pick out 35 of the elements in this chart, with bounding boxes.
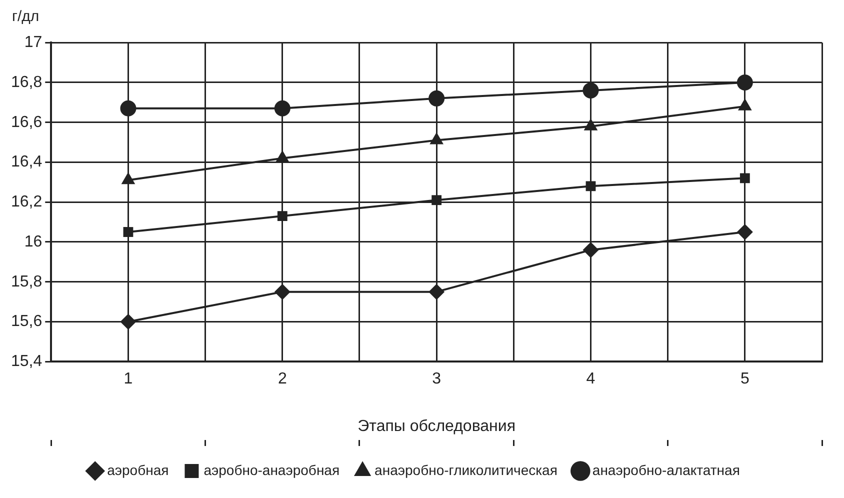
y-tick-label: 16,4 [11,154,42,171]
legend-label: анаэробно-алактатная [592,462,740,478]
y-tick-label: 16,8 [11,74,42,91]
y-tick-label: 16,2 [11,194,42,211]
point [740,173,750,184]
point [428,90,445,106]
x-tick-label: 4 [586,370,596,388]
x-tick-label: 2 [278,370,287,388]
point [120,314,136,330]
point [432,195,442,206]
point [274,284,290,300]
y-axis-title: г/дл [11,8,40,27]
x-tick-label: 1 [124,370,133,388]
point [123,227,134,237]
y-tick-label: 17 [24,34,42,52]
point [582,242,599,258]
point [736,224,753,240]
y-tick-label: 15,8 [11,273,42,290]
y-tick-label: 15,4 [11,353,42,370]
point [586,181,596,192]
x-tick-label: 5 [740,370,750,388]
point [428,284,445,300]
legend-label: аэробная [107,462,169,478]
point [582,82,599,98]
legend-label: анаэробно-гликолитическая [374,462,558,478]
point [736,74,753,90]
point [277,211,288,222]
y-tick-label: 15,6 [11,313,42,330]
x-tick-label: 3 [432,370,442,388]
point [120,100,136,116]
legend-label: аэробно-анаэробная [204,462,340,478]
x-axis-title: Этапы обследования [358,418,516,435]
y-tick-label: 16 [24,233,42,250]
y-tick-label: 16,6 [11,114,42,131]
point [274,100,290,116]
